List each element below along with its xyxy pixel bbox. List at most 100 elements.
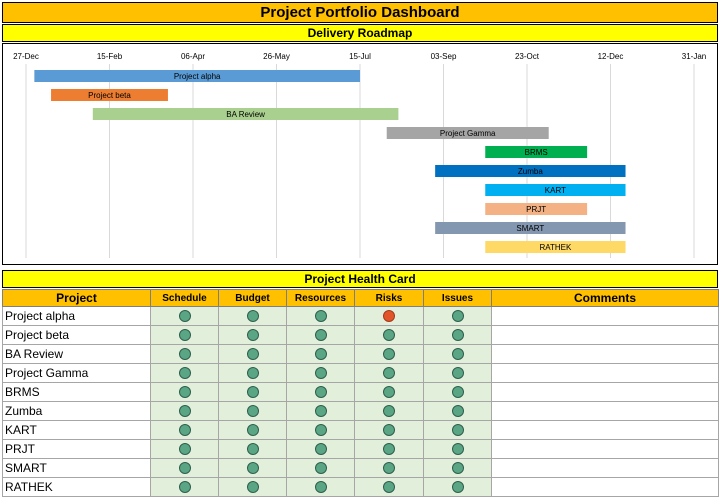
table-row: RATHEK [2,477,719,497]
status-cell [423,344,492,364]
comment-cell[interactable] [491,439,719,459]
comment-cell[interactable] [491,458,719,478]
comment-cell[interactable] [491,344,719,364]
project-name-cell: SMART [2,458,151,478]
gantt-bar [485,184,626,196]
status-green-indicator [178,385,191,398]
comment-cell[interactable] [491,477,719,497]
status-green-indicator [246,480,259,493]
project-name-cell: Project beta [2,325,151,345]
gantt-bar [435,222,626,234]
x-tick-label: 12-Dec [598,52,624,61]
project-name-cell: BRMS [2,382,151,402]
status-green-indicator [451,366,464,379]
status-green-indicator [451,309,464,322]
status-cell [218,306,287,326]
project-name-cell: Project Gamma [2,363,151,383]
status-cell [286,325,355,345]
col-header-budget: Budget [218,289,287,307]
status-cell [286,382,355,402]
status-red-indicator [383,309,395,322]
col-header-risks: Risks [354,289,424,307]
gantt-bar-label: RATHEK [539,243,572,252]
x-tick-label: 15-Jul [349,52,371,61]
gantt-bar [485,146,588,158]
x-tick-label: 27-Dec [13,52,39,61]
comment-cell[interactable] [491,363,719,383]
gantt-bar-label: Zumba [518,167,543,176]
status-cell [150,382,219,402]
comment-cell[interactable] [491,401,719,421]
status-cell [218,325,287,345]
status-cell [286,420,355,440]
gantt-bar [435,165,626,177]
project-name-cell: Project alpha [2,306,151,326]
status-cell [423,401,492,421]
status-cell [150,401,219,421]
status-green-indicator [451,328,464,341]
comment-cell[interactable] [491,420,719,440]
roadmap-heading: Delivery Roadmap [2,24,718,42]
status-green-indicator [383,423,395,436]
status-cell [423,306,492,326]
table-row: KART [2,420,719,440]
status-green-indicator [178,404,191,417]
status-cell [354,306,424,326]
gantt-bar-label: Project beta [88,91,131,100]
comment-cell[interactable] [491,306,719,326]
comment-cell[interactable] [491,325,719,345]
status-cell [423,325,492,345]
table-row: SMART [2,458,719,478]
gantt-bar-label: KART [545,186,566,195]
status-green-indicator [178,309,191,322]
gantt-bar-label: SMART [516,224,544,233]
status-green-indicator [246,347,259,360]
roadmap-chart: 27-Dec 15-Feb 06-Apr 26-May 15-Jul 03-Sep 23-O… [2,43,718,265]
status-green-indicator [383,404,395,417]
status-cell [286,458,355,478]
status-green-indicator [246,309,259,322]
col-header-schedule: Schedule [150,289,219,307]
gantt-bar [92,108,399,120]
status-green-indicator [246,404,259,417]
status-cell [218,439,287,459]
status-cell [150,363,219,383]
status-cell [286,439,355,459]
table-row: BA Review [2,344,719,364]
table-row: Zumba [2,401,719,421]
status-green-indicator [178,366,191,379]
status-cell [354,382,424,402]
status-green-indicator [314,480,327,493]
status-cell [354,420,424,440]
status-cell [150,477,219,497]
status-green-indicator [314,442,327,455]
status-green-indicator [451,404,464,417]
status-cell [150,325,219,345]
health-card-heading: Project Health Card [2,270,718,288]
status-cell [286,344,355,364]
status-cell [354,344,424,364]
status-green-indicator [246,366,259,379]
status-cell [354,458,424,478]
status-green-indicator [246,328,259,341]
status-green-indicator [383,347,395,360]
status-cell [354,439,424,459]
x-tick-label: 15-Feb [97,52,123,61]
table-row: Project beta [2,325,719,345]
status-green-indicator [314,385,327,398]
x-tick-label: 31-Jan [682,52,706,61]
project-name-cell: BA Review [2,344,151,364]
gantt-bar [34,70,360,82]
gantt-bar [386,127,549,139]
status-green-indicator [451,423,464,436]
status-green-indicator [314,347,327,360]
status-cell [150,344,219,364]
status-cell [286,401,355,421]
col-header-issues: Issues [423,289,492,307]
status-green-indicator [451,385,464,398]
status-green-indicator [246,385,259,398]
status-cell [286,306,355,326]
comment-cell[interactable] [491,382,719,402]
x-tick-label: 26-May [263,52,290,61]
health-header-row: Project Schedule Budget Resources Risks … [2,289,719,307]
